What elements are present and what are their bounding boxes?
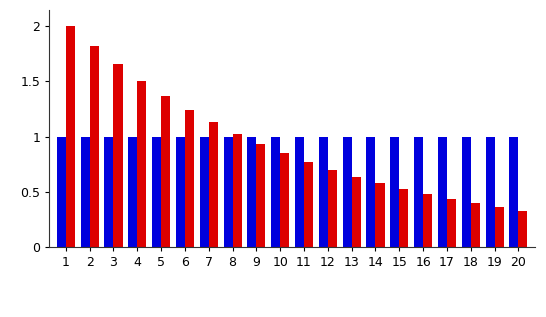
Bar: [257, 144, 265, 247]
Bar: [342, 137, 352, 247]
Bar: [447, 199, 456, 247]
Bar: [271, 137, 280, 247]
Bar: [414, 137, 423, 247]
Bar: [223, 137, 233, 247]
Bar: [423, 194, 432, 247]
Bar: [518, 211, 527, 247]
Bar: [90, 46, 99, 247]
Bar: [495, 207, 503, 247]
Bar: [390, 137, 399, 247]
Bar: [247, 137, 257, 247]
Bar: [438, 137, 447, 247]
Bar: [280, 153, 289, 247]
Bar: [114, 64, 122, 247]
Bar: [399, 189, 408, 247]
Bar: [104, 137, 114, 247]
Bar: [81, 137, 90, 247]
Bar: [200, 137, 209, 247]
Bar: [319, 137, 328, 247]
Bar: [209, 122, 218, 247]
Bar: [185, 110, 194, 247]
Bar: [152, 137, 161, 247]
Bar: [161, 96, 170, 247]
Bar: [295, 137, 304, 247]
Bar: [462, 137, 471, 247]
Bar: [233, 134, 242, 247]
Bar: [509, 137, 518, 247]
Bar: [304, 162, 313, 247]
Bar: [471, 204, 480, 247]
Bar: [352, 177, 361, 247]
Bar: [376, 183, 384, 247]
Bar: [485, 137, 495, 247]
Bar: [57, 137, 66, 247]
Bar: [66, 26, 75, 247]
Bar: [128, 137, 137, 247]
Bar: [366, 137, 376, 247]
Bar: [328, 170, 337, 247]
Bar: [176, 137, 185, 247]
Bar: [137, 81, 146, 247]
